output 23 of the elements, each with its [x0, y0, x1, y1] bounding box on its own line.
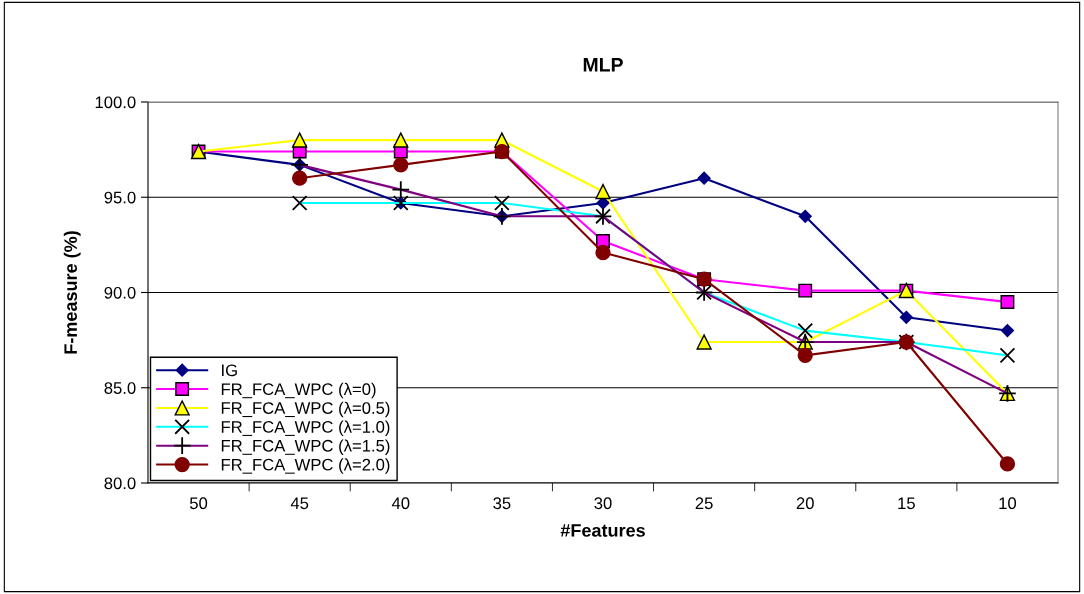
legend-label: FR_FCA_WPC (λ=1.0) — [221, 420, 390, 437]
x-tick-label: 30 — [594, 497, 612, 510]
y-tick-label: 80.0 — [104, 477, 136, 490]
y-tick-label: 85.0 — [104, 382, 136, 394]
x-tick-label: 20 — [796, 497, 814, 510]
x-tick-label: 50 — [189, 497, 208, 510]
legend-label: FR_FCA_WPC (λ=1.5) — [221, 439, 390, 455]
x-tick-label: 25 — [695, 497, 713, 510]
x-tick-label: 40 — [391, 497, 410, 510]
x-axis-title: #Features — [560, 524, 645, 537]
x-tick-label: 15 — [898, 497, 915, 510]
legend-label: FR_FCA_WPC (λ=2.0) — [221, 458, 390, 474]
x-tick-label: 45 — [290, 497, 309, 510]
legend-label: IG — [222, 364, 237, 377]
legend-label: FR_FCA_WPC (λ=0.5) — [221, 401, 390, 418]
x-tick-label: 35 — [493, 497, 511, 510]
x-tick-label: 10 — [999, 497, 1017, 510]
y-tick-label: 95.0 — [104, 191, 136, 204]
legend-label: FR_FCA_WPC (λ=0) — [221, 382, 376, 399]
y-tick-label: 100.0 — [95, 96, 136, 109]
y-axis-title: F-measure (%) — [63, 231, 81, 354]
chart-title: MLP — [583, 58, 623, 72]
y-tick-label: 90.0 — [104, 286, 136, 299]
